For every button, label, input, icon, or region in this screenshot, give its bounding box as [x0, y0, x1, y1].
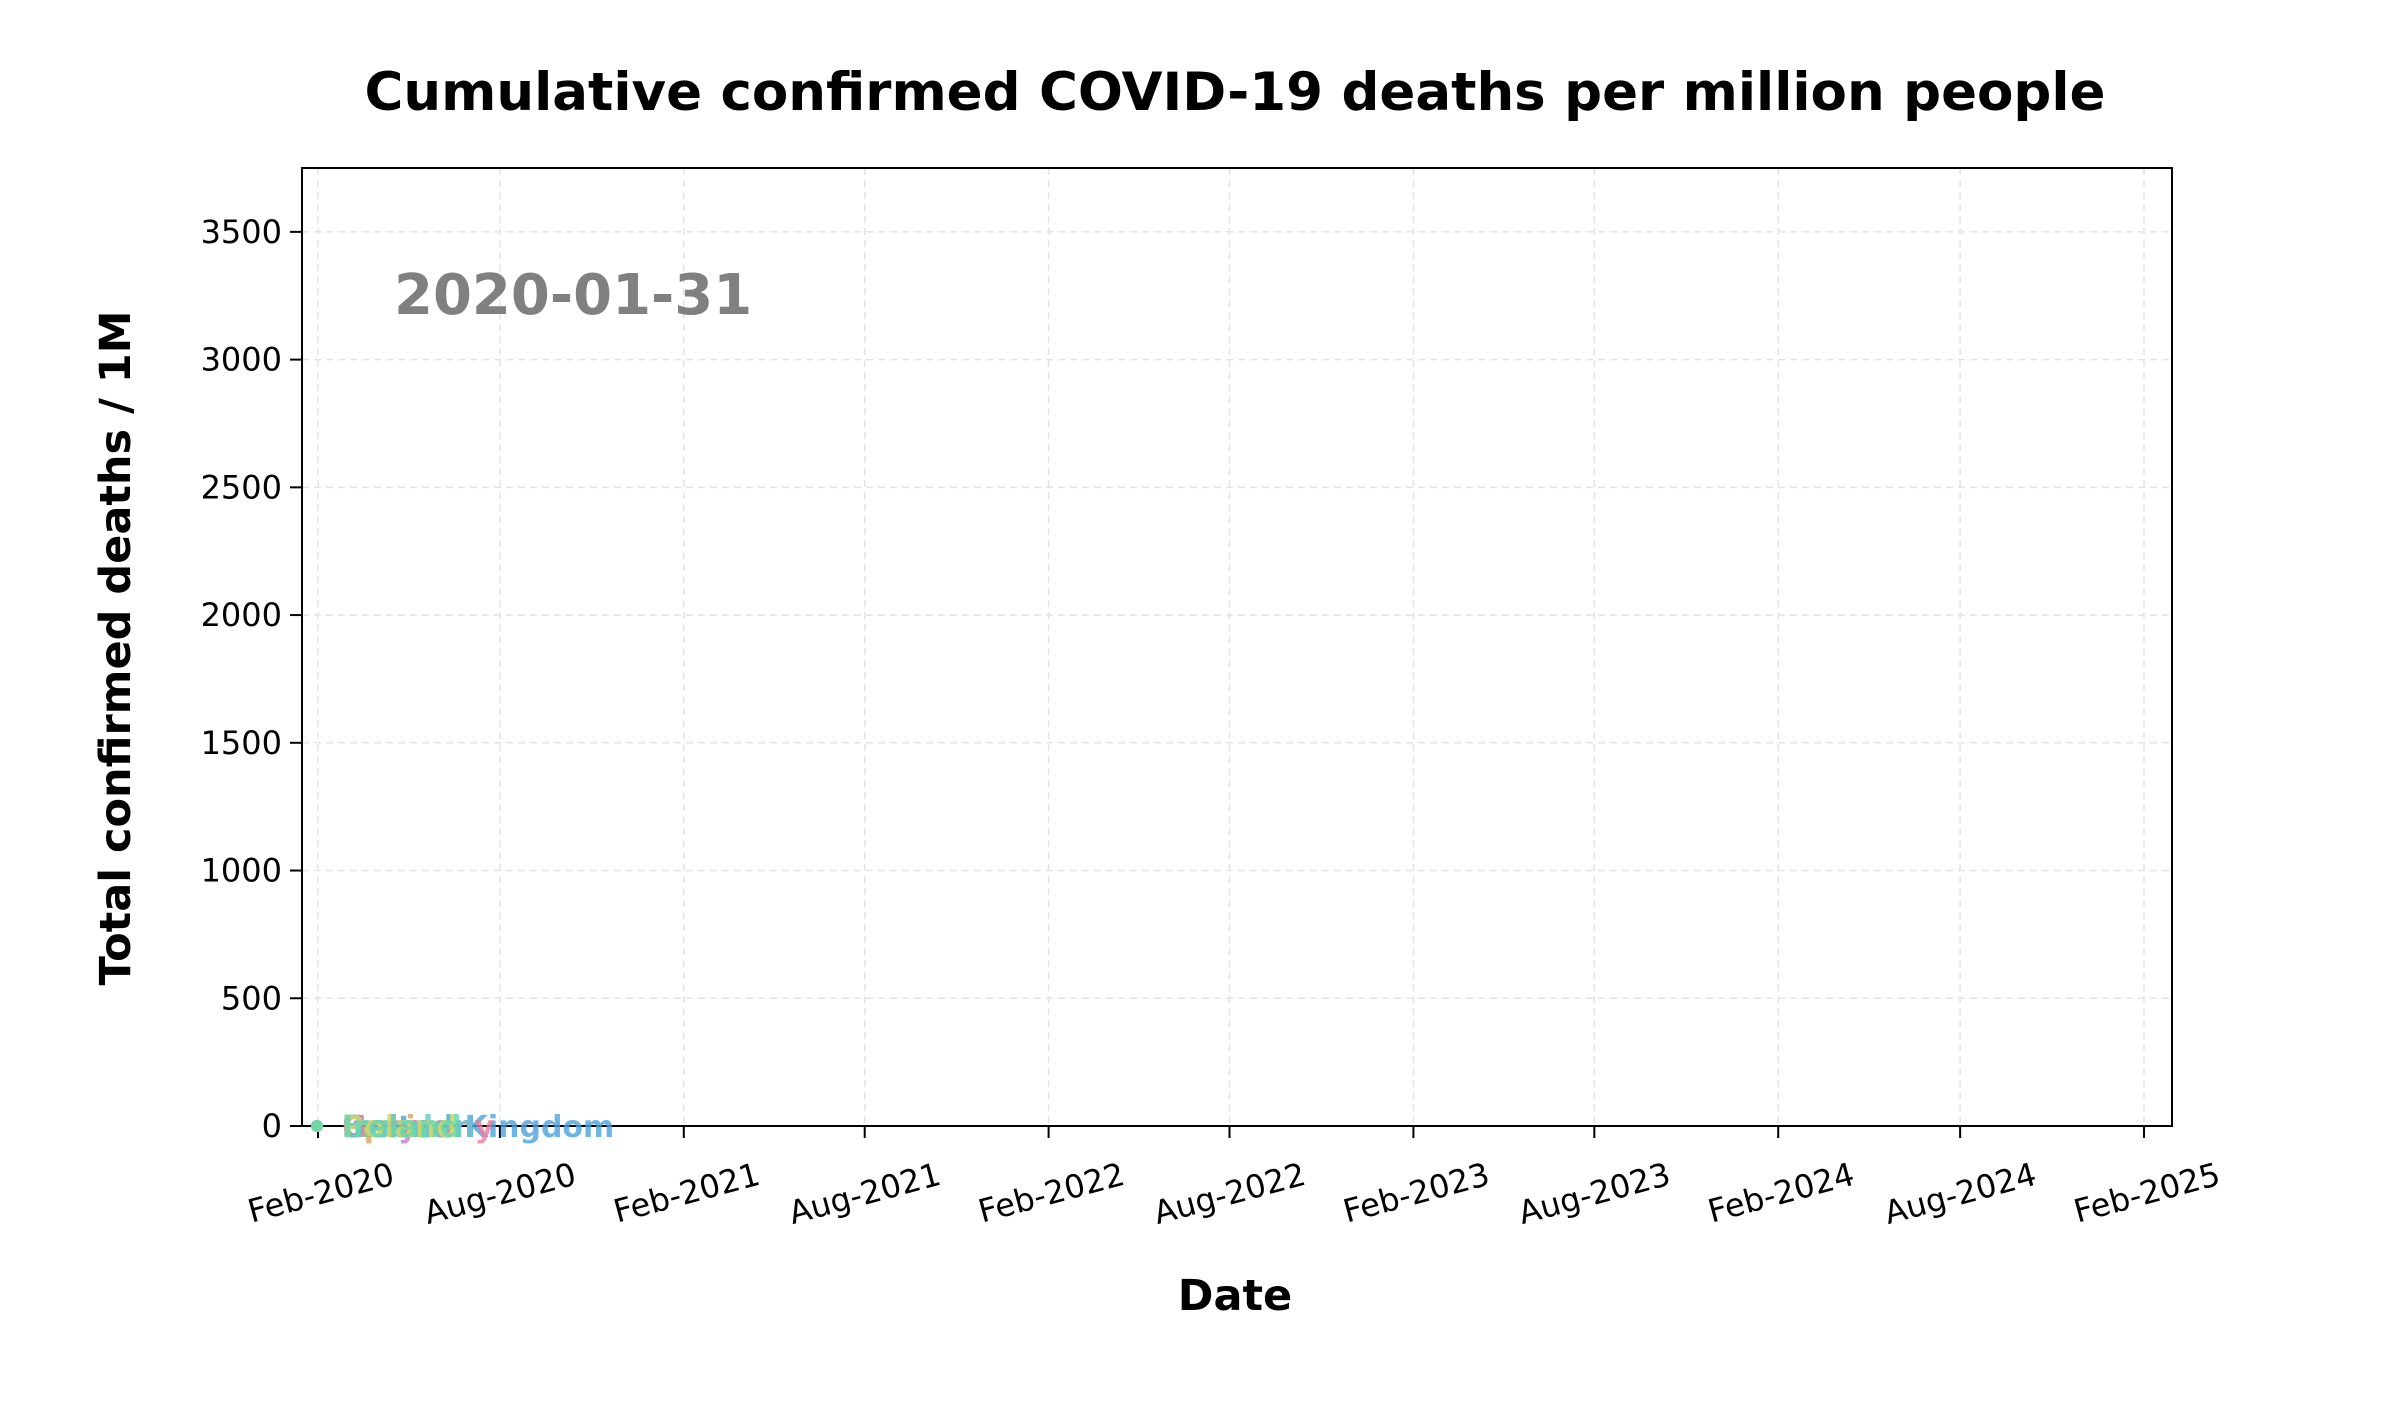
series-label: Spain	[342, 1110, 437, 1145]
series-label: Ireland	[342, 1110, 462, 1145]
y-tick-label: 1000	[201, 852, 282, 890]
y-tick-label: 500	[221, 979, 282, 1017]
y-tick-label: 2500	[201, 468, 282, 506]
series-layer: United KingdomItalySpainFranceGermanySwe…	[310, 1110, 614, 1145]
series-label: France	[342, 1110, 455, 1145]
y-tick-label: 3000	[201, 341, 282, 379]
series-label: Germany	[342, 1110, 495, 1145]
y-tick-label: 1500	[201, 724, 282, 762]
series-label: Sweden	[342, 1110, 475, 1145]
chart-title: Cumulative confirmed COVID-19 deaths per…	[365, 62, 2106, 123]
plot-area-frame	[301, 167, 2173, 1127]
y-tick-label: 0	[262, 1107, 282, 1145]
x-axis-label: Date	[1178, 1271, 1292, 1321]
grid-layer	[302, 168, 2172, 1127]
y-tick-label: 3500	[201, 213, 282, 251]
series-label: Poland	[342, 1110, 458, 1145]
series-label: United Kingdom	[342, 1110, 614, 1145]
date-annotation: 2020-01-31	[394, 263, 752, 328]
series-point	[310, 1120, 323, 1132]
y-tick-label: 2000	[201, 596, 282, 634]
series-label: Italy	[342, 1110, 418, 1145]
y-axis-label: Total confirmed deaths / 1M	[91, 311, 141, 986]
